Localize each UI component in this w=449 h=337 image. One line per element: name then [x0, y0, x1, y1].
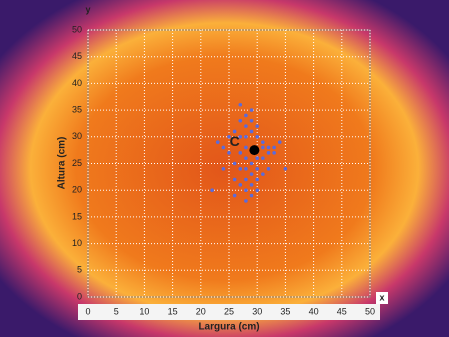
point	[222, 146, 226, 150]
x-tick-label: 10	[139, 306, 149, 316]
point	[261, 156, 265, 160]
y-axis-name: y	[85, 4, 90, 14]
point	[210, 188, 214, 192]
point	[244, 114, 248, 118]
point	[244, 178, 248, 182]
point	[255, 135, 259, 139]
point	[261, 146, 265, 150]
point	[250, 162, 254, 166]
point	[233, 178, 237, 182]
point	[250, 194, 254, 198]
x-tick-label: 5	[114, 306, 119, 316]
x-tick-label: 40	[309, 306, 319, 316]
point	[255, 188, 259, 192]
x-tick-label: 50	[365, 306, 375, 316]
point	[267, 146, 271, 150]
point	[272, 151, 276, 155]
point	[255, 167, 259, 171]
point	[250, 172, 254, 176]
point	[250, 119, 254, 123]
point	[250, 130, 254, 134]
x-axis-name: x	[379, 292, 384, 302]
x-tick-label: 0	[85, 306, 90, 316]
point	[267, 151, 271, 155]
point	[278, 140, 282, 144]
x-axis-label: Largura (cm)	[198, 322, 259, 333]
y-tick-label: 35	[72, 104, 82, 114]
chart: y x Largura (cm) Altura (cm) 0 5 10 15 20 25 3…	[0, 0, 449, 337]
y-tick-label: 45	[72, 51, 82, 61]
y-tick-label: 5	[77, 265, 82, 275]
point	[261, 172, 265, 176]
y-axis-label: Altura (cm)	[57, 137, 68, 190]
y-tick-label: 50	[72, 24, 82, 34]
point	[238, 103, 242, 107]
point	[216, 140, 220, 144]
point	[255, 124, 259, 128]
centroid	[249, 145, 259, 155]
point	[244, 135, 248, 139]
x-tick-label: 30	[252, 306, 262, 316]
y-tick-label: 20	[72, 185, 82, 195]
point	[244, 146, 248, 150]
y-tick-label: 15	[72, 211, 82, 221]
point	[255, 156, 259, 160]
point	[267, 167, 271, 171]
point	[233, 194, 237, 198]
point	[238, 119, 242, 123]
point	[244, 124, 248, 128]
point	[233, 162, 237, 166]
y-tick-label: 30	[72, 131, 82, 141]
x-tick-label: 20	[196, 306, 206, 316]
point	[255, 178, 259, 182]
point	[244, 188, 248, 192]
x-tick-label: 45	[337, 306, 347, 316]
point	[250, 108, 254, 112]
y-tick-label: 25	[72, 158, 82, 168]
y-tick-label: 10	[72, 238, 82, 248]
point	[238, 183, 242, 187]
point	[238, 151, 242, 155]
point	[222, 167, 226, 171]
x-tick-label: 35	[280, 306, 290, 316]
point	[272, 146, 276, 150]
point	[227, 151, 231, 155]
point	[284, 167, 288, 171]
x-tick-label: 25	[224, 306, 234, 316]
y-tick-label: 40	[72, 78, 82, 88]
point	[238, 167, 242, 171]
y-tick-label: 0	[77, 291, 82, 301]
point	[244, 156, 248, 160]
x-tick-label: 15	[168, 306, 178, 316]
annotation: C	[230, 133, 240, 149]
point	[244, 167, 248, 171]
point	[244, 199, 248, 203]
point	[250, 183, 254, 187]
point	[261, 140, 265, 144]
